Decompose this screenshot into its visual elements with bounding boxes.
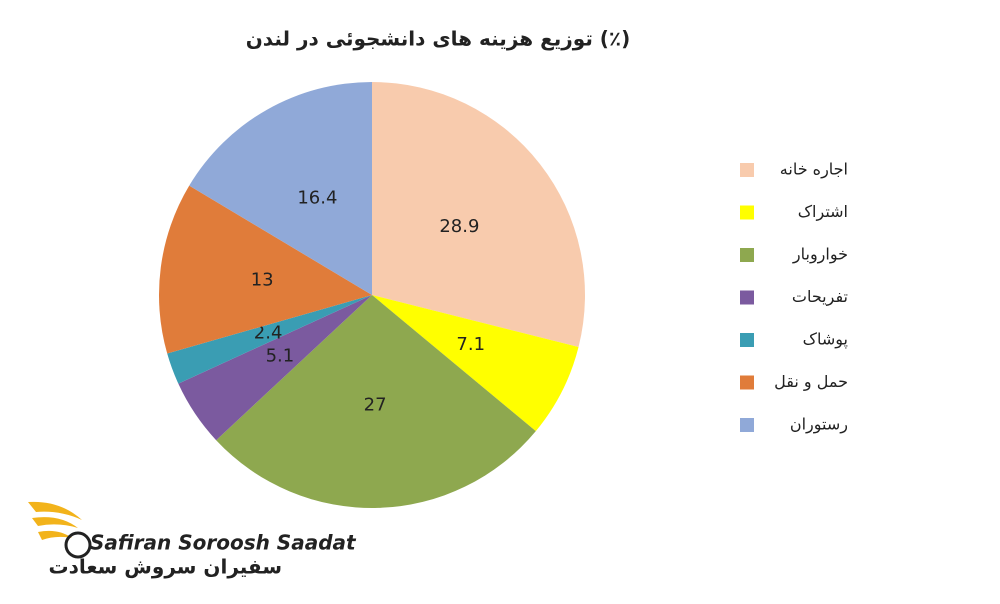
data-label: 27 xyxy=(364,395,387,416)
legend-label: اجاره خانه xyxy=(780,160,848,180)
legend-swatch xyxy=(740,248,754,262)
data-label: 13 xyxy=(251,270,274,291)
data-label: 2.4 xyxy=(254,322,283,343)
legend-swatch xyxy=(740,205,754,220)
data-label: 5.1 xyxy=(266,346,295,367)
legend-label: رستوران xyxy=(790,415,848,435)
pie-slice xyxy=(159,185,372,354)
pie-slice xyxy=(178,295,372,441)
pie-slice xyxy=(372,295,579,432)
chart-title: توزیع هزینه های دانشجوئی در لندن (٪) xyxy=(246,27,631,51)
legend-swatch xyxy=(740,375,754,390)
logo: Safiran Soroosh Saadat سفیران سروش سعادت xyxy=(28,501,357,579)
logo-persian: سفیران سروش سعادت xyxy=(49,555,283,579)
logo-wings xyxy=(28,501,82,540)
pie-slice xyxy=(189,82,372,295)
logo-latin: Safiran Soroosh Saadat xyxy=(90,531,357,555)
data-label: 28.9 xyxy=(439,216,479,237)
legend-swatch xyxy=(740,290,754,305)
legend-swatch xyxy=(740,163,754,177)
legend-label: اشتراک xyxy=(798,202,848,222)
pie-slice xyxy=(216,295,536,508)
legend-swatch xyxy=(740,418,754,432)
pie-slice xyxy=(167,295,372,384)
legend-label: تفریحات xyxy=(792,287,848,307)
legend-swatch xyxy=(740,333,754,347)
data-label: 16.4 xyxy=(297,188,337,209)
legend-label: خواروبار xyxy=(792,245,848,265)
logo-ring xyxy=(64,531,92,559)
legend-label: پوشاک xyxy=(803,330,848,350)
pie-slice xyxy=(372,82,585,348)
legend-label: حمل و نقل xyxy=(774,372,848,392)
data-label: 7.1 xyxy=(456,334,485,355)
